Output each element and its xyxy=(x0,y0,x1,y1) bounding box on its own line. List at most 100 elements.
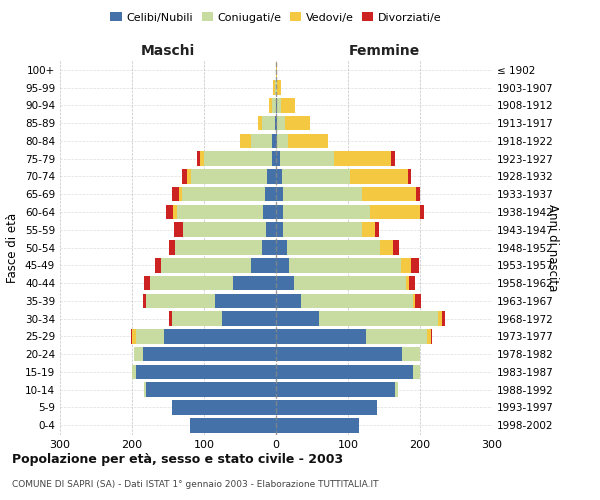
Bar xyxy=(172,312,222,326)
Bar xyxy=(431,329,432,344)
Bar xyxy=(143,294,146,308)
Bar xyxy=(276,400,377,414)
Bar xyxy=(276,222,283,237)
Bar xyxy=(284,116,310,130)
Bar xyxy=(281,98,295,112)
Bar xyxy=(276,294,301,308)
Bar xyxy=(272,134,276,148)
Bar xyxy=(175,222,183,237)
Bar xyxy=(197,152,200,166)
Bar xyxy=(240,134,251,148)
Y-axis label: Fasce di età: Fasce di età xyxy=(7,212,19,282)
Bar xyxy=(155,258,161,272)
Bar xyxy=(287,240,380,255)
Bar xyxy=(136,364,276,379)
Bar xyxy=(276,329,366,344)
Bar xyxy=(276,312,319,326)
Bar xyxy=(366,329,427,344)
Bar xyxy=(376,222,379,237)
Bar xyxy=(182,187,265,202)
Bar xyxy=(415,294,421,308)
Bar xyxy=(215,294,276,308)
Bar xyxy=(277,98,281,112)
Text: COMUNE DI SAPRI (SA) - Dati ISTAT 1° gennaio 2003 - Elaborazione TUTTITALIA.IT: COMUNE DI SAPRI (SA) - Dati ISTAT 1° gen… xyxy=(12,480,379,489)
Bar xyxy=(179,187,182,202)
Bar xyxy=(275,116,276,130)
Bar xyxy=(394,240,399,255)
Bar xyxy=(172,400,276,414)
Bar xyxy=(134,347,143,362)
Bar xyxy=(191,169,266,184)
Bar xyxy=(408,169,412,184)
Bar xyxy=(413,364,420,379)
Bar xyxy=(136,329,164,344)
Bar xyxy=(276,80,277,95)
Bar xyxy=(204,152,272,166)
Bar xyxy=(409,276,415,290)
Bar xyxy=(150,276,233,290)
Bar xyxy=(146,382,276,397)
Bar xyxy=(233,276,276,290)
Bar xyxy=(289,258,401,272)
Bar xyxy=(222,312,276,326)
Bar xyxy=(176,204,263,219)
Bar xyxy=(319,312,438,326)
Bar xyxy=(276,347,402,362)
Bar xyxy=(269,98,272,112)
Bar xyxy=(272,98,276,112)
Bar xyxy=(266,169,276,184)
Bar xyxy=(276,134,277,148)
Bar xyxy=(272,152,276,166)
Bar xyxy=(350,169,408,184)
Bar xyxy=(258,116,262,130)
Bar xyxy=(276,382,395,397)
Bar xyxy=(413,294,415,308)
Bar xyxy=(273,80,275,95)
Bar xyxy=(276,204,283,219)
Bar xyxy=(146,294,215,308)
Bar xyxy=(173,204,176,219)
Bar xyxy=(276,418,359,432)
Bar xyxy=(438,312,442,326)
Bar xyxy=(144,276,150,290)
Bar xyxy=(161,258,251,272)
Bar xyxy=(144,382,146,397)
Bar xyxy=(175,240,262,255)
Bar xyxy=(427,329,431,344)
Bar xyxy=(294,276,406,290)
Bar xyxy=(169,240,175,255)
Bar xyxy=(442,312,445,326)
Bar xyxy=(362,222,376,237)
Bar xyxy=(276,276,294,290)
Bar xyxy=(262,240,276,255)
Bar xyxy=(402,347,420,362)
Bar xyxy=(395,382,398,397)
Bar xyxy=(283,187,362,202)
Bar xyxy=(276,240,287,255)
Bar xyxy=(277,134,288,148)
Bar xyxy=(277,116,284,130)
Bar xyxy=(169,312,172,326)
Bar xyxy=(276,98,277,112)
Bar xyxy=(370,204,420,219)
Legend: Celibi/Nubili, Coniugati/e, Vedovi/e, Divorziati/e: Celibi/Nubili, Coniugati/e, Vedovi/e, Di… xyxy=(106,8,446,27)
Bar xyxy=(143,347,276,362)
Bar xyxy=(420,204,424,219)
Bar xyxy=(276,169,282,184)
Bar xyxy=(276,258,289,272)
Bar xyxy=(412,258,419,272)
Bar xyxy=(276,116,277,130)
Bar xyxy=(380,240,394,255)
Bar xyxy=(334,152,391,166)
Bar xyxy=(131,329,132,344)
Bar xyxy=(391,152,395,166)
Bar xyxy=(275,80,276,95)
Bar xyxy=(187,169,191,184)
Bar xyxy=(263,204,276,219)
Text: Maschi: Maschi xyxy=(141,44,195,58)
Bar xyxy=(276,187,283,202)
Bar xyxy=(164,329,276,344)
Bar xyxy=(172,187,179,202)
Bar xyxy=(280,152,334,166)
Bar xyxy=(183,222,266,237)
